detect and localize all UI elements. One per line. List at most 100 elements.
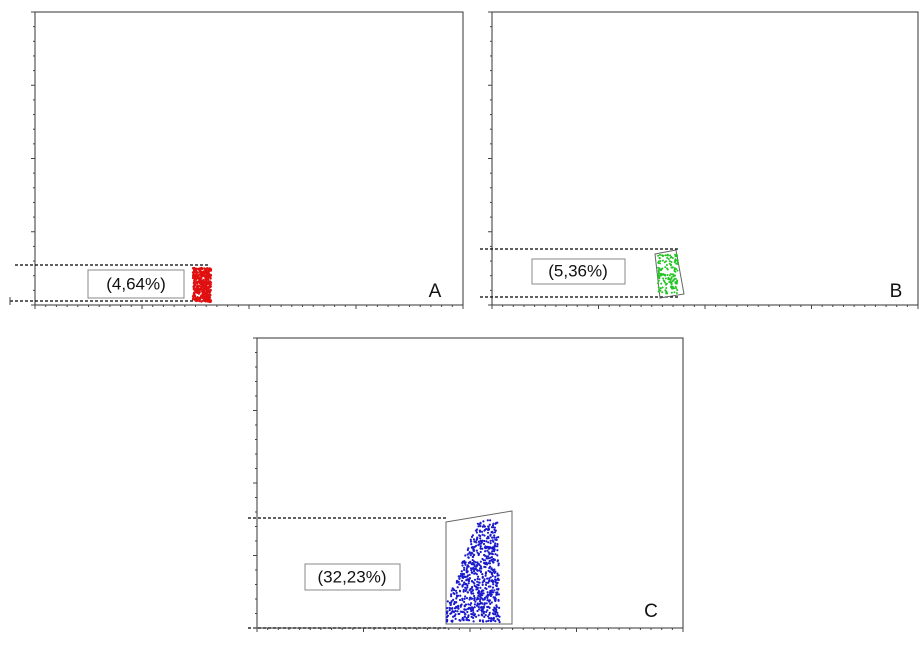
event-dot <box>464 563 467 566</box>
event-dot <box>484 528 487 531</box>
event-dot <box>445 620 449 623</box>
event-dot <box>209 285 213 288</box>
event-dot <box>661 291 664 294</box>
event-dot <box>489 617 493 620</box>
event-dot <box>483 534 486 537</box>
event-dot <box>466 548 469 552</box>
event-dot <box>464 603 468 606</box>
event-dot <box>445 615 449 619</box>
event-dot <box>459 594 462 597</box>
gate-label-box <box>304 563 401 591</box>
event-dot <box>466 586 469 589</box>
event-dot <box>453 602 456 606</box>
event-dot <box>485 587 488 591</box>
event-dot <box>657 282 659 285</box>
event-dot <box>477 575 480 578</box>
event-dot <box>492 609 495 612</box>
event-dot <box>661 286 664 289</box>
event-dot <box>445 607 449 610</box>
event-dot <box>472 611 475 614</box>
event-dot <box>498 615 501 618</box>
event-dot <box>475 531 478 534</box>
event-dot <box>470 535 474 539</box>
event-dot <box>462 618 465 621</box>
event-dot <box>469 608 472 611</box>
event-dot <box>461 564 464 567</box>
event-dot <box>479 598 482 601</box>
event-dot <box>192 294 195 298</box>
event-dot <box>450 611 453 614</box>
event-dot <box>473 603 476 606</box>
event-dot <box>465 567 468 570</box>
event-dot <box>480 567 483 570</box>
event-dot <box>207 280 210 284</box>
event-dot <box>676 254 678 257</box>
event-dot <box>476 580 479 583</box>
event-dot <box>492 522 495 525</box>
event-dot <box>206 282 209 286</box>
event-dot <box>496 572 499 575</box>
event-dot <box>481 581 484 584</box>
event-dot <box>493 531 497 534</box>
event-dot <box>661 259 664 262</box>
event-dot <box>671 287 674 290</box>
event-dot <box>671 285 674 288</box>
event-dot <box>470 597 474 600</box>
event-dot <box>484 574 487 577</box>
event-dot <box>488 580 491 583</box>
event-dot <box>481 610 484 613</box>
event-dot <box>473 545 476 549</box>
event-dot <box>481 557 484 561</box>
event-dot <box>194 281 197 284</box>
event-dot <box>494 553 497 556</box>
event-dot <box>470 606 473 609</box>
event-dot <box>473 553 476 557</box>
event-dot <box>468 598 471 601</box>
event-dot <box>493 571 496 575</box>
event-dot <box>476 569 479 572</box>
event-dot <box>489 585 492 588</box>
event-dot <box>470 602 473 605</box>
event-dot <box>673 291 676 294</box>
event-dot <box>661 267 664 270</box>
event-dot <box>488 560 491 563</box>
event-dot <box>487 615 490 618</box>
event-dot <box>493 606 496 609</box>
event-dot <box>472 548 475 551</box>
event-dot <box>470 590 473 594</box>
event-dot <box>455 606 458 609</box>
event-dot <box>666 274 669 276</box>
event-dot <box>458 612 461 615</box>
event-dot <box>669 254 671 257</box>
event-dot <box>478 534 481 537</box>
event-dot <box>665 264 668 266</box>
event-dot <box>196 289 200 292</box>
event-dot <box>489 620 493 623</box>
event-dot <box>485 620 488 623</box>
event-dot <box>477 525 480 528</box>
event-dot <box>481 533 484 536</box>
event-dot <box>480 605 483 609</box>
event-dot <box>494 575 497 579</box>
event-dot <box>483 579 486 583</box>
event-dot <box>493 536 496 539</box>
event-dot <box>461 597 464 600</box>
event-dot <box>471 559 474 562</box>
event-dot <box>197 280 200 283</box>
event-dot <box>671 257 674 259</box>
event-dot <box>208 289 212 292</box>
event-dot <box>468 573 471 576</box>
event-dot <box>489 533 492 536</box>
event-dot <box>488 599 491 602</box>
event-dot <box>471 607 475 610</box>
event-dot <box>455 594 458 597</box>
event-dot <box>491 530 494 534</box>
event-dot <box>476 522 479 525</box>
event-dot <box>464 586 467 589</box>
event-dot <box>472 566 475 569</box>
event-dot <box>488 617 491 620</box>
event-dot <box>466 575 469 578</box>
event-dot <box>463 600 466 604</box>
